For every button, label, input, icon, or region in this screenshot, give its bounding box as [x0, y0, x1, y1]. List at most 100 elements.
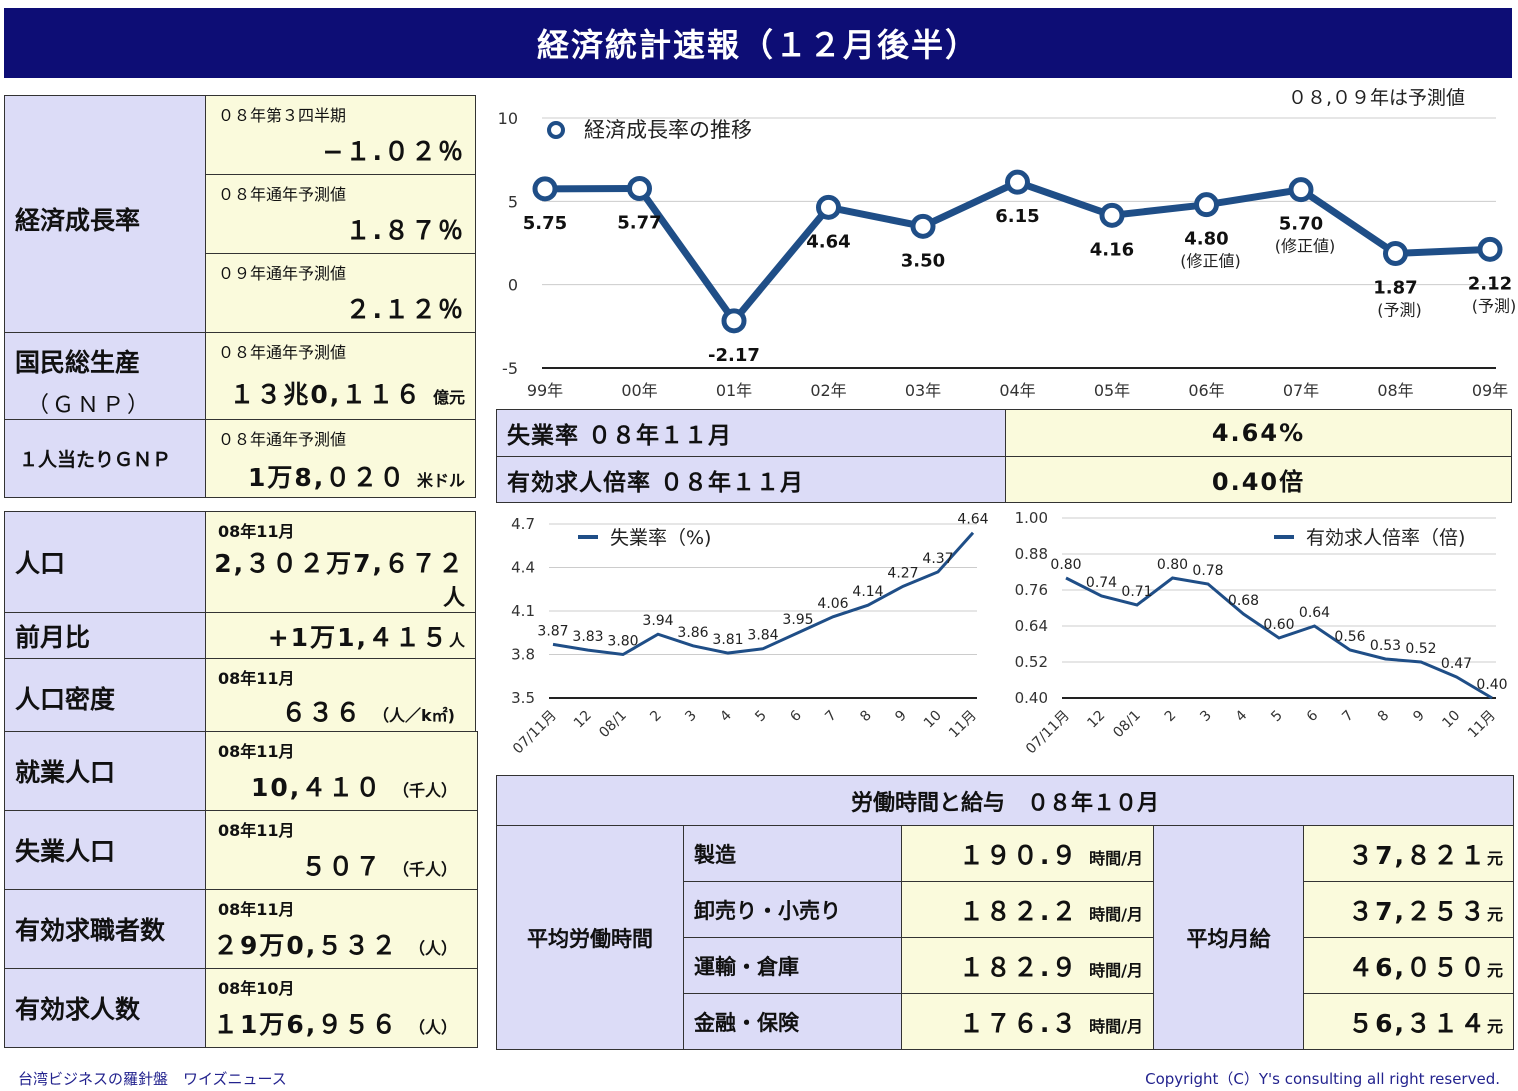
employment-sub: 08年11月 — [218, 742, 295, 761]
employment-unit: （千人） — [392, 781, 457, 800]
wages-title-cell: 労働時間と給与 ０８年１０月 — [496, 775, 1514, 826]
data-label: 0.74 — [1086, 575, 1117, 591]
x-tick-label: 06年 — [1188, 381, 1224, 400]
gnp-label-cell: 国民総生産 （ＧＮＰ） — [4, 332, 206, 420]
legend-marker — [547, 121, 565, 139]
gnp-label: 国民総生産 — [15, 348, 141, 377]
employment-label-cell: 失業人口 — [4, 810, 206, 890]
gnp-pc-value-cell: ０８年通年予測値 1万8,０２０ 米ドル — [205, 419, 476, 498]
pay-label-cell: 平均月給 — [1153, 825, 1304, 1050]
data-label: 3.94 — [642, 613, 673, 629]
series-line — [552, 531, 975, 657]
jobs-value-cell: 4.64% — [1005, 409, 1512, 457]
data-label: 3.87 — [537, 623, 568, 639]
x-tick-label: 9 — [1410, 708, 1428, 726]
employment-value-cell: 08年11月 10,４１０ （千人） — [205, 731, 478, 811]
x-tick-label: 04年 — [999, 381, 1035, 400]
data-label: 0.56 — [1334, 629, 1365, 645]
data-label: 4.80 — [1184, 229, 1228, 250]
pay-value-line: ５6,３１４元 — [1304, 1004, 1513, 1040]
density-sub: 08年11月 — [218, 669, 295, 688]
growth-row-value: ２.１２％ — [345, 295, 465, 324]
growth-row-value: １.８７％ — [345, 216, 465, 245]
y-tick-label: 0.40 — [1015, 689, 1048, 707]
data-point — [627, 176, 652, 201]
data-point — [1288, 177, 1314, 203]
sector-label: 金融・保険 — [694, 1010, 799, 1035]
x-tick-label: 12 — [571, 708, 595, 732]
x-tick-label: 10 — [1439, 708, 1463, 732]
population-value-cell: 08年11月 2,３０２万7,６７２ 人 — [205, 511, 476, 613]
population-label: 人口 — [15, 549, 66, 578]
sector-label: 製造 — [694, 842, 736, 867]
x-tick-label: 5 — [1268, 708, 1286, 726]
x-tick-label: 8 — [1375, 708, 1393, 726]
jobs-label: 有効求人倍率 ０８年１１月 — [507, 469, 805, 496]
hours-unit: 時間/月 — [1089, 1016, 1143, 1036]
data-label: 0.60 — [1263, 617, 1294, 633]
y-tick-label: 1.00 — [1015, 509, 1048, 527]
pay-unit: 元 — [1486, 848, 1503, 868]
y-tick-label: 0.88 — [1015, 545, 1048, 563]
pay-cell: ５6,３１４元 — [1303, 993, 1514, 1050]
x-tick-label: 4 — [1233, 707, 1251, 725]
change-value-line: +1万1,４１５人 — [206, 618, 475, 654]
gnp-pc-value-line: 1万8,０２０ 米ドル — [206, 450, 475, 494]
x-tick-label: 10 — [921, 708, 945, 732]
x-tick-label: 5 — [752, 708, 770, 726]
growth-row-sub: ０８年通年予測値 — [218, 185, 347, 204]
gnp-unit: 億元 — [432, 388, 465, 407]
data-label: 0.80 — [1157, 557, 1188, 573]
growth-row: ０８年第３四半期 −１.０２％ — [205, 95, 476, 175]
employment-unit: （人） — [408, 1018, 457, 1037]
gnp-pc-sub: ０８年通年予測値 — [218, 430, 347, 449]
data-label: 0.80 — [1050, 557, 1081, 573]
sector-cell: 製造 — [683, 825, 902, 882]
hours-value: １８２.９ — [958, 952, 1079, 982]
employment-label: 有効求人数 — [15, 995, 141, 1024]
growth-label-cell: 経済成長率 — [4, 95, 206, 333]
y-tick-label: 3.5 — [511, 689, 535, 707]
x-tick-label: 03年 — [905, 381, 941, 400]
jobs-value: 4.64% — [1211, 419, 1306, 447]
hours-value: １７６.３ — [958, 1008, 1079, 1038]
legend-label: 失業率（%) — [610, 527, 711, 549]
change-value: +1万1,４１５ — [267, 622, 449, 652]
hours-label: 平均労働時間 — [527, 926, 653, 951]
hours-value-line: １８２.２ 時間/月 — [902, 892, 1153, 928]
y-tick-label: -5 — [502, 359, 518, 378]
page-title: 経済統計速報（１２月後半） — [4, 8, 1512, 78]
employment-unit: （千人） — [392, 860, 457, 879]
employment-value-line: 10,４１０ （千人） — [206, 762, 477, 804]
hours-cell: １８２.２ 時間/月 — [901, 881, 1154, 938]
y-tick-label: 4.4 — [511, 559, 535, 577]
jobs-value-cell: 0.40倍 — [1005, 456, 1512, 503]
density-value: ６３６ — [281, 698, 363, 727]
x-tick-label: 7 — [1339, 708, 1357, 726]
gnp-pc-label: １人当たりＧＮＰ — [19, 449, 172, 471]
x-tick-label: 4 — [717, 707, 735, 725]
x-tick-label: 02年 — [810, 381, 846, 400]
data-label: 4.64 — [957, 512, 988, 528]
sector-cell: 卸売り・小売り — [683, 881, 902, 938]
x-tick-label: 6 — [787, 707, 805, 725]
population-unit: 人 — [442, 586, 465, 611]
data-label: 4.64 — [806, 231, 850, 252]
x-tick-label: 2 — [1162, 708, 1180, 726]
data-label: 3.81 — [712, 632, 743, 648]
y-tick-label: 0.64 — [1015, 617, 1048, 635]
y-tick-label: 0 — [508, 276, 518, 295]
x-tick-label: 08/1 — [1110, 708, 1144, 742]
employment-value: １1万6,９５６ — [212, 1010, 399, 1039]
data-point — [910, 213, 936, 239]
footer-right: Copyright（C）Y's consulting all right res… — [1145, 1070, 1500, 1088]
employment-label: 有効求職者数 — [15, 916, 166, 945]
growth-row-sub: ０８年第３四半期 — [218, 106, 347, 125]
chart-note: ０８,０９年は予測値 — [1288, 87, 1465, 109]
employment-value-cell: 08年11月 ２9万0,５３２ （人） — [205, 889, 478, 969]
y-tick-label: 0.76 — [1015, 581, 1048, 599]
x-tick-label: 6 — [1304, 707, 1322, 725]
data-point — [1005, 169, 1030, 195]
pay-value: ４6,０５０ — [1348, 952, 1487, 982]
legend-label: 有効求人倍率（倍) — [1306, 527, 1465, 549]
